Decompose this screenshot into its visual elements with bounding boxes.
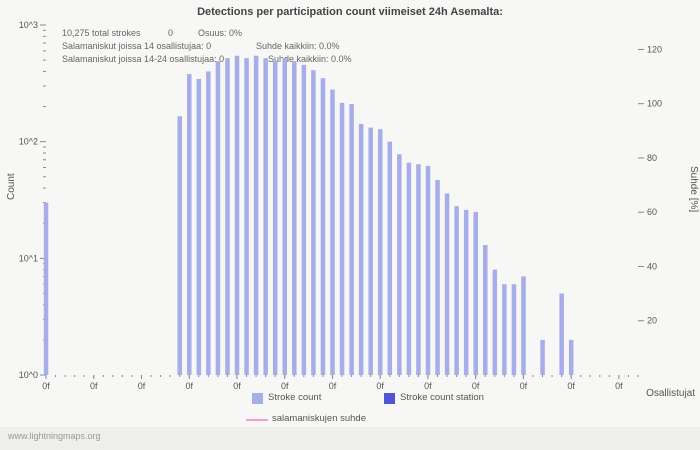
stroke-count-bar bbox=[483, 245, 488, 375]
x-axis-tick-label: 0f bbox=[329, 381, 337, 391]
stroke-count-bar bbox=[568, 339, 574, 375]
legend-label-stroke-count-station: Stroke count station bbox=[400, 392, 484, 403]
y-axis-label-left: Count bbox=[6, 173, 17, 200]
stroke-count-bar bbox=[540, 339, 545, 375]
x-axis-tick-label: 0f bbox=[42, 381, 50, 391]
stroke-count-bar bbox=[320, 78, 326, 375]
total-strokes-value: 0 bbox=[168, 28, 174, 38]
stroke-count-bar bbox=[330, 89, 335, 375]
stroke-count-bar bbox=[215, 61, 221, 375]
stroke-count-bar bbox=[397, 154, 402, 375]
right-axis-tick-label: 100 bbox=[647, 99, 662, 109]
stroke-count-bar bbox=[425, 165, 431, 375]
stroke-count-bar bbox=[559, 293, 564, 375]
y-axis-tick-label: 10^2 bbox=[19, 137, 38, 147]
x-axis-tick-label: 0f bbox=[281, 381, 289, 391]
legend-label-stroke-count: Stroke count bbox=[268, 392, 322, 403]
strokes-14-ratio-text: Suhde kaikkiin: 0.0% bbox=[256, 41, 340, 51]
x-axis-tick-label: 0f bbox=[90, 381, 98, 391]
stroke-count-swatch bbox=[252, 393, 263, 404]
stroke-count-bar bbox=[387, 141, 393, 375]
stroke-count-bar bbox=[368, 127, 373, 376]
stroke-count-bar bbox=[244, 58, 249, 376]
stroke-count-station-swatch bbox=[384, 393, 395, 404]
stroke-count-bar bbox=[187, 74, 192, 376]
x-axis-tick-label: 0f bbox=[472, 381, 480, 391]
x-axis-tick-label: 0f bbox=[185, 381, 193, 391]
x-axis-tick-label: 0f bbox=[376, 381, 384, 391]
y-axis-tick-label: 10^3 bbox=[19, 20, 38, 30]
stroke-count-bar bbox=[339, 102, 345, 376]
strokes-14-24-ratio-text: Suhde kaikkiin: 0.0% bbox=[268, 54, 352, 64]
x-axis-tick-label: 0f bbox=[520, 381, 528, 391]
stroke-count-bar bbox=[444, 193, 450, 375]
stroke-count-bar bbox=[292, 61, 297, 375]
stroke-count-bar bbox=[463, 209, 469, 375]
stroke-count-bar bbox=[263, 58, 268, 376]
x-axis-tick-label: 0f bbox=[138, 381, 146, 391]
right-axis-tick-label: 120 bbox=[647, 44, 662, 54]
stroke-count-bar bbox=[206, 71, 211, 375]
chart-title: Detections per participation count viime… bbox=[197, 6, 503, 18]
stroke-count-bar bbox=[282, 58, 288, 376]
stroke-count-bar bbox=[473, 211, 478, 375]
ratio-line-swatch bbox=[246, 419, 268, 421]
right-axis-tick-label: 60 bbox=[647, 207, 657, 217]
right-axis-tick-label: 40 bbox=[647, 261, 657, 271]
footer-band bbox=[0, 427, 700, 450]
stroke-count-bar bbox=[43, 202, 49, 375]
stroke-count-bar bbox=[177, 116, 182, 375]
y-axis-label-right: Suhde [%] bbox=[688, 166, 699, 213]
stroke-count-bar bbox=[272, 60, 278, 375]
stroke-count-bar bbox=[358, 123, 364, 376]
stroke-count-bar bbox=[454, 206, 459, 375]
strokes-14-24-participants-text: Salamaniskut joissa 14-24 osallistujaa: … bbox=[62, 54, 225, 64]
stroke-count-bar bbox=[225, 58, 230, 376]
stroke-count-bar bbox=[311, 70, 316, 375]
stroke-count-bar bbox=[349, 104, 354, 376]
y-axis-tick-label: 10^0 bbox=[19, 370, 38, 380]
stroke-count-bar bbox=[196, 78, 202, 375]
stroke-count-bar bbox=[492, 269, 498, 375]
right-axis-tick-label: 80 bbox=[647, 153, 657, 163]
watermark: www.lightningmaps.org bbox=[8, 431, 101, 441]
x-axis-label: Osallistujat bbox=[646, 388, 695, 399]
stroke-count-bar bbox=[416, 164, 421, 375]
stroke-count-bar bbox=[502, 284, 507, 375]
stroke-count-bar bbox=[511, 284, 517, 375]
x-axis-tick-label: 0f bbox=[424, 381, 432, 391]
stroke-count-bar bbox=[253, 55, 259, 375]
stroke-count-bar bbox=[435, 179, 440, 375]
x-axis-tick-label: 0f bbox=[567, 381, 575, 391]
share-text: Osuus: 0% bbox=[198, 28, 243, 38]
stroke-count-bar bbox=[301, 64, 307, 375]
x-axis-tick-label: 0f bbox=[615, 381, 623, 391]
y-axis-tick-label: 10^1 bbox=[19, 253, 38, 263]
stroke-count-bar bbox=[234, 55, 240, 375]
stroke-count-bar bbox=[406, 162, 412, 375]
x-axis-tick-label: 0f bbox=[233, 381, 241, 391]
strokes-14-participants-text: Salamaniskut joissa 14 osallistujaa: 0 bbox=[62, 41, 212, 51]
total-strokes-text: 10,275 total strokes bbox=[62, 28, 141, 38]
right-axis-tick-label: 20 bbox=[647, 316, 657, 326]
legend-label-ratio: salamaniskujen suhde bbox=[272, 413, 367, 424]
stroke-count-bar bbox=[377, 129, 383, 375]
stroke-count-bar bbox=[521, 276, 526, 375]
